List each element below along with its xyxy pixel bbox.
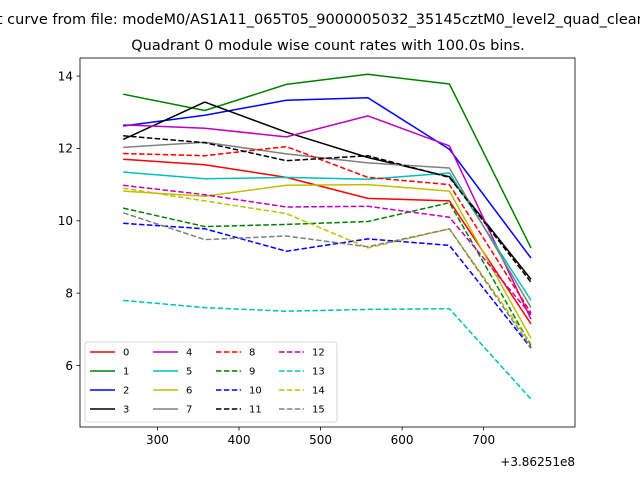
chart-title: Quadrant 0 module wise count rates with … xyxy=(131,38,525,54)
legend-frame xyxy=(84,341,338,423)
series-line-9 xyxy=(123,201,532,346)
legend-label-1: 1 xyxy=(123,367,129,378)
legend-label-10: 10 xyxy=(249,386,262,397)
series-line-13 xyxy=(123,299,532,400)
legend-label-11: 11 xyxy=(249,405,262,416)
legend-label-14: 14 xyxy=(312,386,325,397)
series-line-11 xyxy=(123,135,532,283)
axes-frame xyxy=(79,57,576,428)
legend-label-13: 13 xyxy=(312,367,325,378)
legend-label-2: 2 xyxy=(123,386,129,397)
y-tick-label: 6 xyxy=(65,359,73,373)
y-tick-label: 12 xyxy=(58,142,73,156)
legend-label-4: 4 xyxy=(186,348,192,359)
x-tick-label: 500 xyxy=(309,433,332,447)
series-line-0 xyxy=(123,158,532,325)
legend-label-0: 0 xyxy=(123,348,129,359)
y-tick-label: 8 xyxy=(65,286,73,300)
legend-label-8: 8 xyxy=(249,348,255,359)
legend-label-3: 3 xyxy=(123,405,129,416)
legend-label-5: 5 xyxy=(186,367,192,378)
series-line-15 xyxy=(122,212,532,348)
y-tick-label: 14 xyxy=(58,69,73,83)
series-line-6 xyxy=(123,183,532,339)
legend-label-7: 7 xyxy=(186,405,192,416)
x-tick-label: 400 xyxy=(228,433,251,447)
suptitle: Light curve from file: modeM0/AS1A11_065… xyxy=(0,12,640,28)
legend-label-12: 12 xyxy=(312,348,325,359)
legend-label-9: 9 xyxy=(249,367,255,378)
series-line-8 xyxy=(123,145,532,314)
x-tick-label: 600 xyxy=(391,433,414,447)
series-line-10 xyxy=(123,222,532,349)
x-axis-offset-label: +3.86251e8 xyxy=(500,455,575,469)
x-tick-label: 300 xyxy=(146,433,169,447)
series-line-2 xyxy=(123,97,532,259)
x-tick-label: 700 xyxy=(472,433,495,447)
legend-label-6: 6 xyxy=(186,386,192,397)
series-line-4 xyxy=(123,115,532,320)
series-group xyxy=(122,73,532,400)
legend-label-15: 15 xyxy=(312,405,325,416)
y-tick-label: 10 xyxy=(58,214,73,228)
series-line-12 xyxy=(123,184,532,316)
